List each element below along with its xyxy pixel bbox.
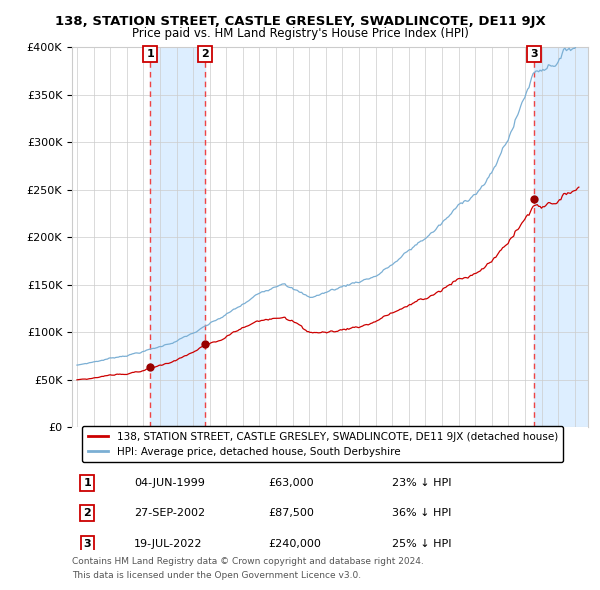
Text: 3: 3 [83, 539, 91, 549]
Text: 23% ↓ HPI: 23% ↓ HPI [392, 478, 451, 487]
Text: 2: 2 [83, 509, 91, 519]
Text: 1: 1 [146, 49, 154, 59]
Text: 25% ↓ HPI: 25% ↓ HPI [392, 539, 451, 549]
Text: Price paid vs. HM Land Registry's House Price Index (HPI): Price paid vs. HM Land Registry's House … [131, 27, 469, 40]
Bar [534, 47, 588, 427]
Text: 04-JUN-1999: 04-JUN-1999 [134, 478, 205, 487]
Text: 1: 1 [83, 478, 91, 487]
Text: £87,500: £87,500 [268, 509, 314, 519]
Text: 27-SEP-2002: 27-SEP-2002 [134, 509, 205, 519]
Text: 2: 2 [202, 49, 209, 59]
Text: £63,000: £63,000 [268, 478, 314, 487]
Legend: 138, STATION STREET, CASTLE GRESLEY, SWADLINCOTE, DE11 9JX (detached house), HPI: 138, STATION STREET, CASTLE GRESLEY, SWA… [82, 427, 563, 462]
Text: 36% ↓ HPI: 36% ↓ HPI [392, 509, 451, 519]
Bar [151, 47, 205, 427]
Text: £240,000: £240,000 [268, 539, 321, 549]
Text: 138, STATION STREET, CASTLE GRESLEY, SWADLINCOTE, DE11 9JX: 138, STATION STREET, CASTLE GRESLEY, SWA… [55, 15, 545, 28]
Text: 3: 3 [530, 49, 538, 59]
Text: 19-JUL-2022: 19-JUL-2022 [134, 539, 202, 549]
Text: Contains HM Land Registry data © Crown copyright and database right 2024.: Contains HM Land Registry data © Crown c… [72, 557, 424, 566]
Text: This data is licensed under the Open Government Licence v3.0.: This data is licensed under the Open Gov… [72, 571, 361, 580]
